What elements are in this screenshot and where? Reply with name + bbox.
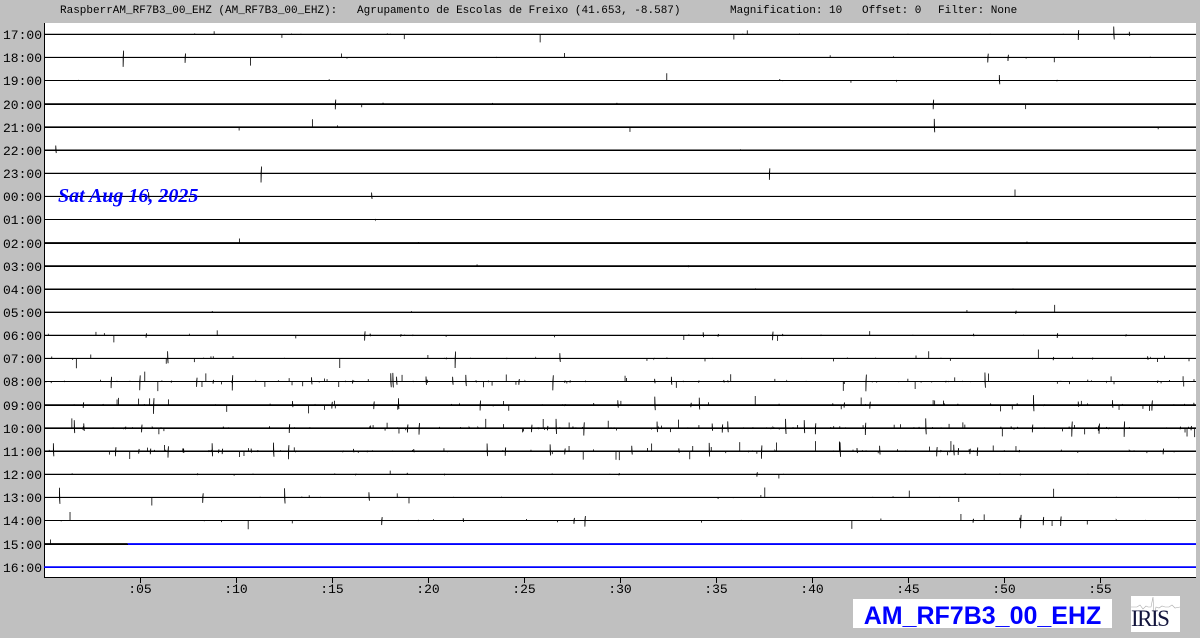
svg-text:IRIS: IRIS (1131, 606, 1169, 631)
